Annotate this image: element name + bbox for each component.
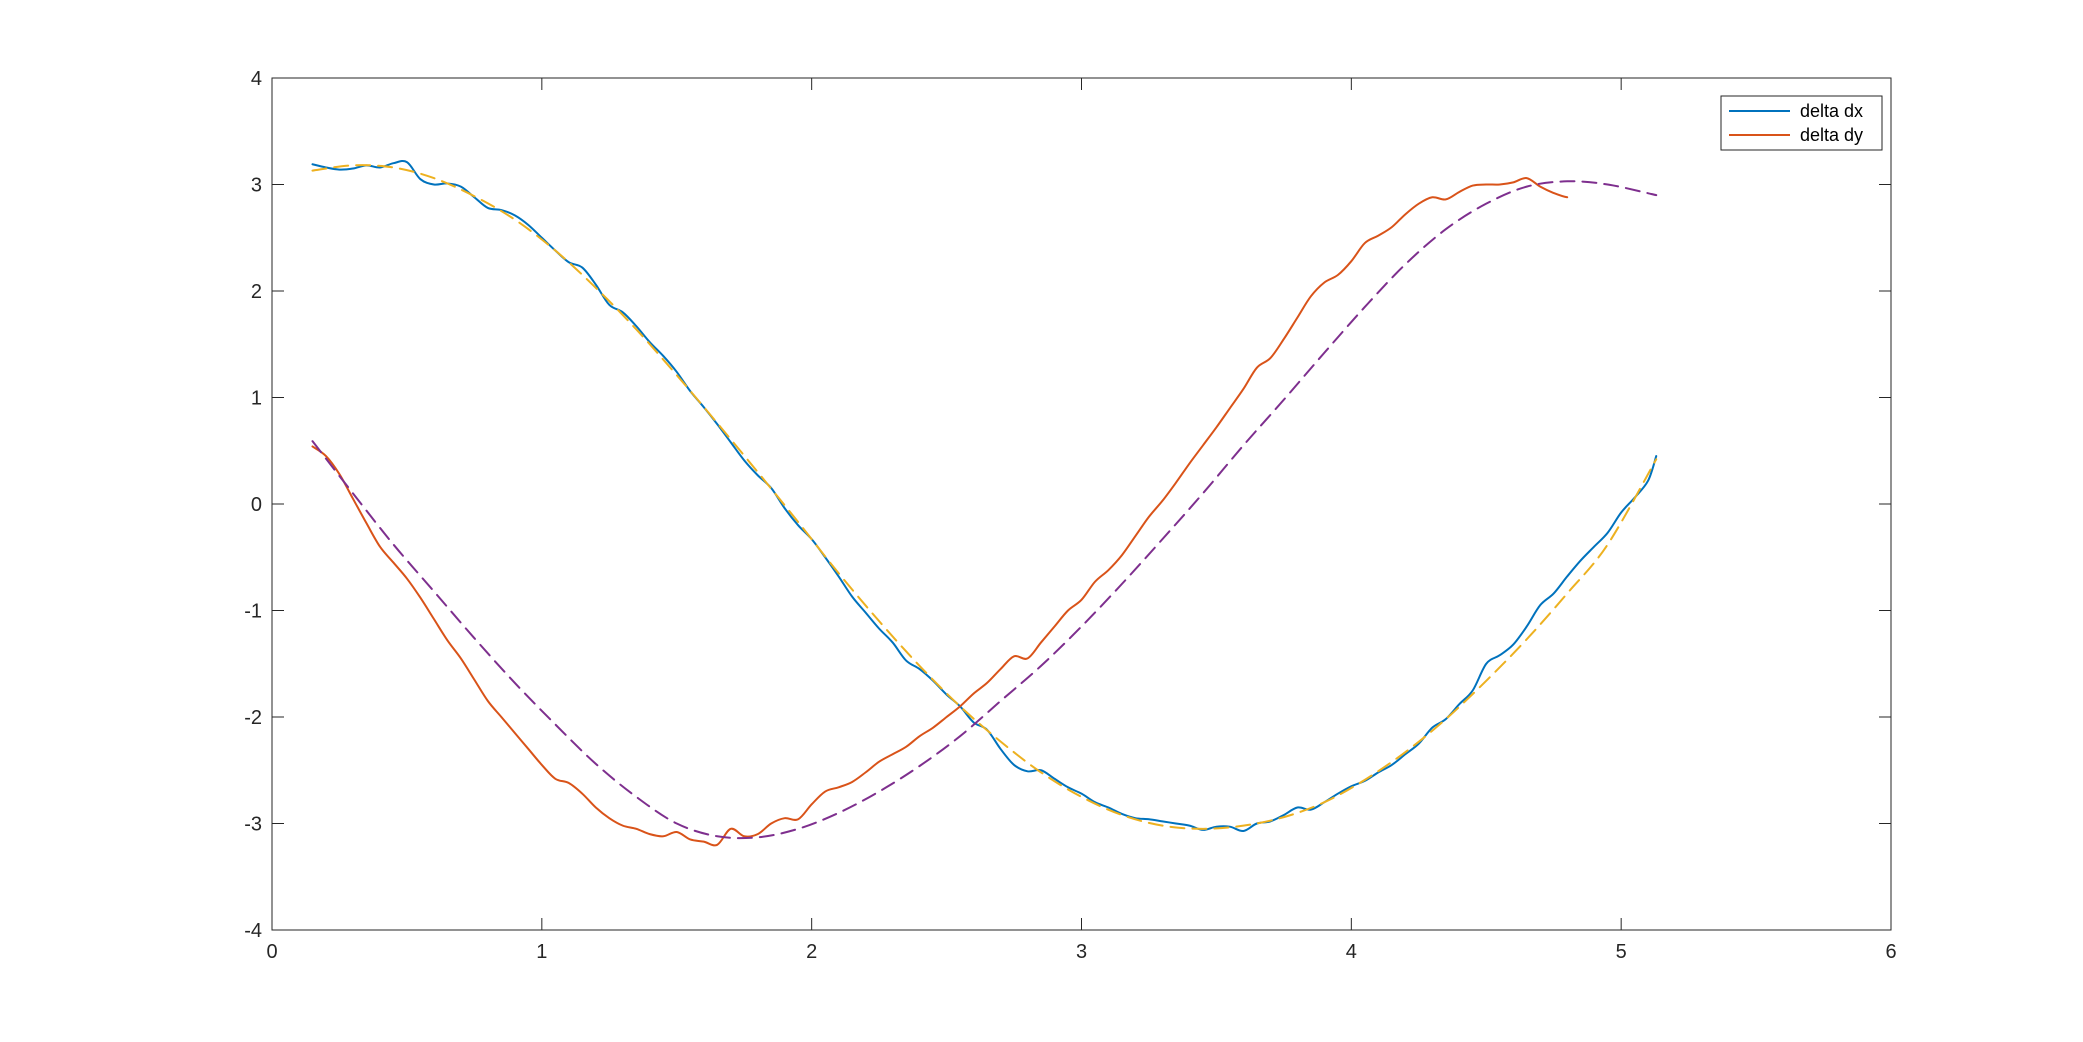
x-tick-label: 6 <box>1885 941 1896 963</box>
legend-label-delta-dy: delta dy <box>1800 125 1863 145</box>
y-tick-label: -3 <box>244 814 262 836</box>
x-tick-label: 3 <box>1076 941 1087 963</box>
series-line-fit-dy <box>311 180 1658 840</box>
y-tick-label: 3 <box>251 175 262 197</box>
x-tick-label: 5 <box>1616 941 1627 963</box>
x-tick-label: 4 <box>1346 941 1357 963</box>
legend-label-delta-dx: delta dx <box>1800 101 1863 121</box>
series-line-delta-dy <box>311 177 1569 847</box>
y-tick-label: 4 <box>251 68 262 90</box>
y-tick-label: -4 <box>244 920 262 942</box>
series-line-fit-dx <box>311 164 1658 830</box>
y-tick-label: 1 <box>251 388 262 410</box>
y-tick-label: 2 <box>251 281 262 303</box>
x-tick-label: 2 <box>806 941 817 963</box>
legend: delta dx delta dy <box>1720 95 1883 151</box>
y-tick-label: -1 <box>244 601 262 623</box>
y-tick-label: -2 <box>244 707 262 729</box>
x-tick-label: 1 <box>536 941 547 963</box>
plot-area: 0 1 2 3 4 5 6 -4 -3 -2 -1 0 1 2 3 4 <box>244 68 1896 963</box>
x-tick-label: 0 <box>266 941 277 963</box>
y-tick-label: 0 <box>251 494 262 516</box>
legend-box <box>1720 95 1883 151</box>
axes-box <box>271 77 1892 931</box>
